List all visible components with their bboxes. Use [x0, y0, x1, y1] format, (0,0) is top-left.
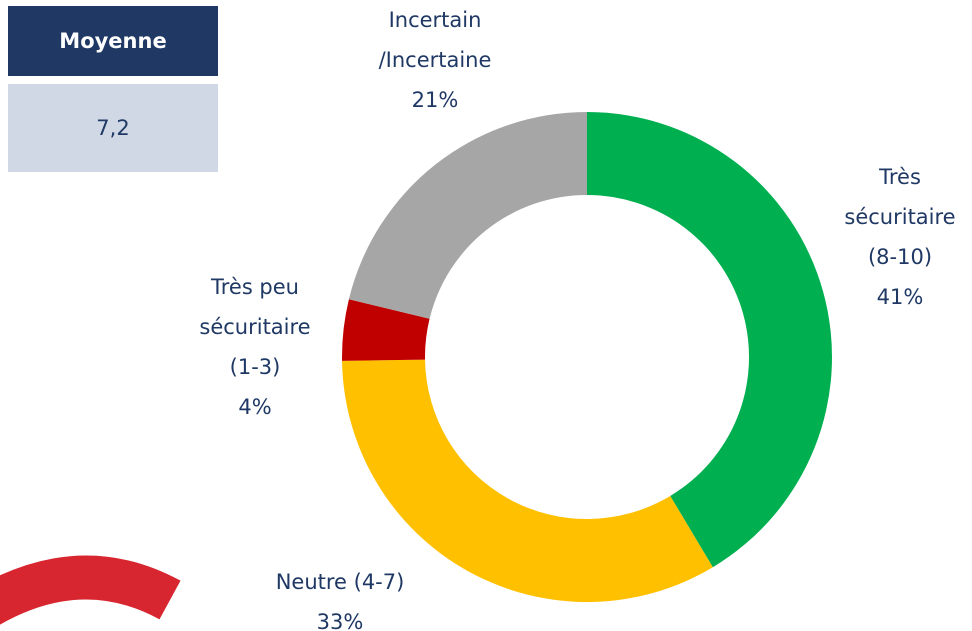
- decoration: [0, 555, 181, 625]
- donut-segment: [342, 299, 430, 361]
- table-value: 7,2: [8, 84, 218, 172]
- category-label: Très peu sécuritaire (1-3): [199, 275, 311, 379]
- segment-label: Très sécuritaire (8-10) 41%: [844, 157, 955, 317]
- value-label: 4%: [238, 395, 272, 419]
- category-label: Neutre (4-7): [275, 570, 405, 594]
- segment-label: Neutre (4-7) 33%: [276, 562, 405, 631]
- segment-label: Très peu sécuritaire (1-3) 4%: [199, 267, 310, 427]
- category-label: Incertain /Incertaine: [378, 8, 492, 72]
- donut-segment: [342, 359, 713, 602]
- donut-segment: [348, 112, 587, 319]
- table-header: Moyenne: [8, 6, 218, 76]
- segment-label: Incertain /Incertaine 21%: [379, 0, 492, 120]
- value-label: 41%: [876, 285, 924, 309]
- value-label: 33%: [316, 610, 364, 631]
- category-label: Très sécuritaire (8-10): [844, 165, 956, 269]
- value-label: 21%: [411, 88, 459, 112]
- donut-segment: [587, 112, 832, 568]
